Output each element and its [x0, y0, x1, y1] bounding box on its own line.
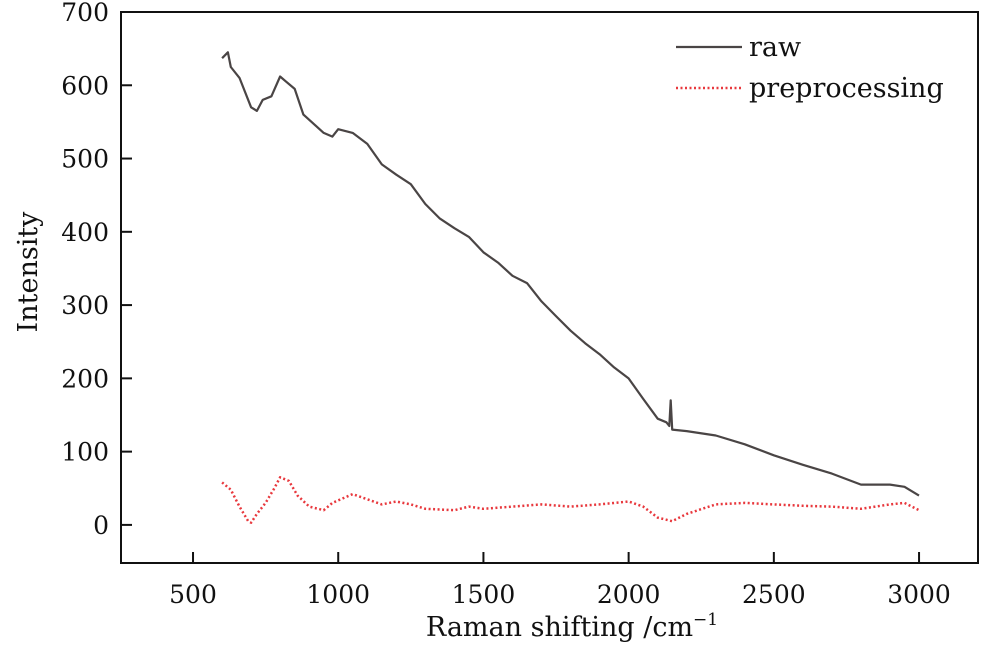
- y-tick-label: 0: [93, 511, 109, 540]
- x-axis-title-text: Raman shifting /cm: [426, 612, 693, 643]
- y-tick-label: 500: [61, 145, 109, 174]
- x-axis-title-superscript: −1: [693, 610, 718, 630]
- y-tick-label: 600: [61, 71, 109, 100]
- series-line-raw: [221, 51, 920, 497]
- y-tick-label: 700: [61, 0, 109, 27]
- ticks-layer: 500 1000 1500 2000 2500 3000 0 100 200 300 400 500 6…: [61, 0, 951, 609]
- y-tick-label: 100: [61, 438, 109, 467]
- x-tick-label: 1000: [306, 580, 370, 609]
- y-tick-label: 200: [61, 364, 109, 393]
- plot-frame: [120, 11, 979, 564]
- x-tick-label: 1500: [452, 580, 516, 609]
- legend-label-raw: raw: [749, 32, 801, 63]
- y-tick-label: 400: [61, 218, 109, 247]
- x-axis-title: Raman shifting /cm−1: [426, 610, 718, 643]
- series-line-preprocessing: [221, 476, 920, 524]
- series-layer: [221, 51, 920, 524]
- legend: raw preprocessing: [676, 32, 944, 104]
- y-axis-title: Intensity: [13, 211, 44, 333]
- y-tick-label: 300: [61, 291, 109, 320]
- x-tick-label: 3000: [887, 580, 951, 609]
- x-tick-label: 2500: [742, 580, 806, 609]
- x-tick-label: 500: [169, 580, 217, 609]
- legend-label-preprocessing: preprocessing: [749, 73, 944, 104]
- x-tick-label: 2000: [597, 580, 661, 609]
